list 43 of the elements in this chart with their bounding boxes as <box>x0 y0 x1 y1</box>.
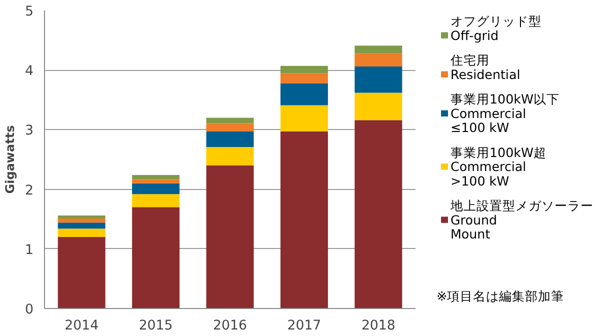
bar <box>58 222 106 229</box>
bar <box>58 216 106 219</box>
bar <box>132 194 180 208</box>
bar <box>206 123 254 132</box>
bar <box>58 228 106 237</box>
y-axis-title: Gigawatts <box>3 125 18 194</box>
y-tick-label: 3 <box>25 124 34 139</box>
bar <box>354 66 402 93</box>
bar <box>280 131 328 308</box>
legend-label: 事業用100kW超 Commercial >100 kW <box>450 144 547 188</box>
bar <box>132 207 180 308</box>
y-tick-label: 5 <box>25 4 34 20</box>
x-tick-label: 2016 <box>213 318 247 334</box>
bar <box>206 131 254 147</box>
bar <box>354 46 402 54</box>
bar <box>354 120 402 308</box>
bar <box>354 53 402 67</box>
bar <box>58 236 106 308</box>
text: ※項目名は編集部加筆 <box>436 288 564 304</box>
bar <box>354 92 402 120</box>
bar <box>206 146 254 166</box>
y-tick-label: 4 <box>25 64 34 80</box>
bar <box>206 165 254 308</box>
bar <box>280 83 328 106</box>
x-tick-label: 2018 <box>361 318 396 334</box>
x-tick-label: 2017 <box>287 318 322 334</box>
y-tick-label: 1 <box>25 242 34 258</box>
legend-label: 事業用100kW以下 Commercial ≤100 kW <box>450 92 560 136</box>
y-tick-label: 0 <box>25 302 34 318</box>
bar <box>280 105 328 132</box>
bar <box>280 66 328 74</box>
bar <box>132 174 180 180</box>
x-tick-label: 2015 <box>138 318 173 334</box>
legend-label: 住宅用 Residential <box>450 52 520 82</box>
legend-label: オフグリッド型 Off-grid <box>450 14 542 43</box>
legend-label: 地上設置型メガソーラー Ground Mount <box>450 198 594 242</box>
bar <box>132 179 180 184</box>
x-tick-label: 2014 <box>64 318 99 334</box>
bar <box>206 118 254 124</box>
bar <box>58 218 106 223</box>
bar <box>132 183 180 194</box>
bar <box>280 73 328 84</box>
y-tick-label: 2 <box>25 183 34 198</box>
